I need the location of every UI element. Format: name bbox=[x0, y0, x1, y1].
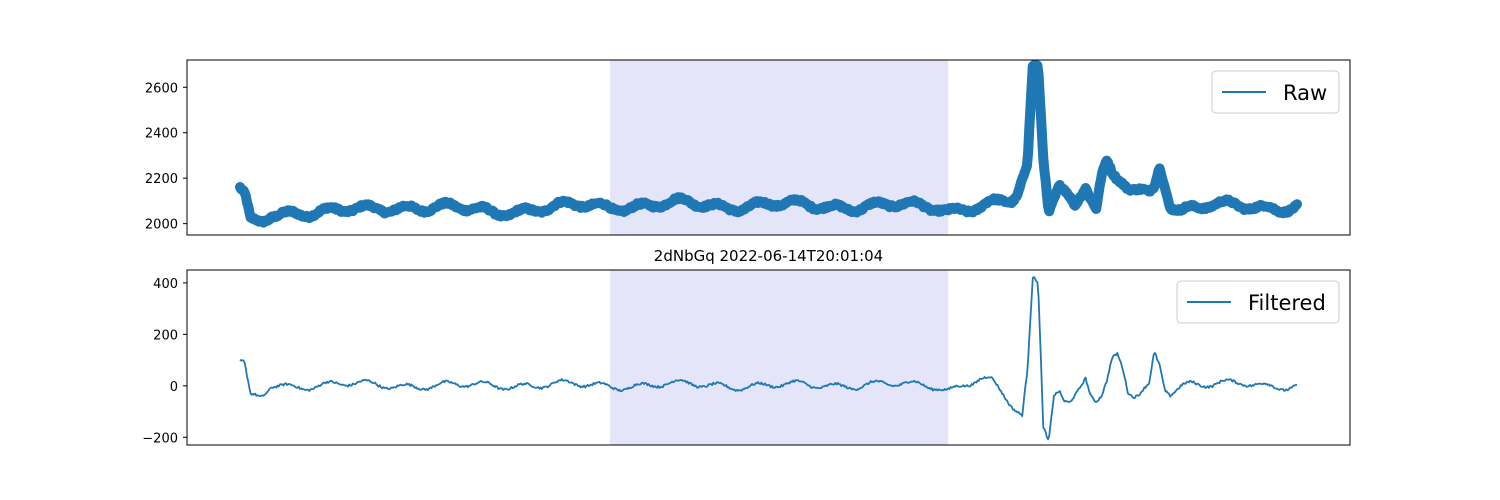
y-tick-label: 400 bbox=[153, 277, 178, 292]
raw-legend-label: Raw bbox=[1283, 81, 1327, 105]
filtered-y-ticks: −200 0 200 400 bbox=[142, 277, 187, 446]
filtered-subplot: 2dNbGq 2022-06-14T20:01:04 −200 0 200 400 F… bbox=[142, 247, 1351, 446]
raw-series bbox=[235, 60, 1302, 228]
raw-axes-frame bbox=[186, 59, 1351, 236]
raw-legend-box bbox=[1211, 70, 1340, 114]
series-line bbox=[239, 276, 1298, 441]
raw-subplot: 2000 2200 2400 2600 Raw bbox=[145, 59, 1351, 236]
filtered-series bbox=[239, 276, 1298, 441]
filtered-highlight-span bbox=[609, 270, 949, 445]
series-line bbox=[239, 64, 1298, 224]
filtered-legend-label: Filtered bbox=[1248, 291, 1326, 315]
filtered-legend-box bbox=[1176, 280, 1340, 324]
filtered-subplot-title: 2dNbGq 2022-06-14T20:01:04 bbox=[654, 247, 883, 265]
y-tick-label: 0 bbox=[170, 380, 178, 395]
filtered-axes-frame bbox=[186, 269, 1351, 446]
y-tick-label: 2600 bbox=[145, 81, 178, 96]
filtered-legend: Filtered bbox=[1176, 280, 1340, 324]
y-tick-label: −200 bbox=[142, 431, 178, 446]
y-tick-label: 200 bbox=[153, 328, 178, 343]
raw-y-ticks: 2000 2200 2400 2600 bbox=[145, 81, 187, 233]
raw-legend: Raw bbox=[1211, 70, 1340, 114]
y-tick-label: 2400 bbox=[145, 127, 178, 142]
y-tick-label: 2000 bbox=[145, 218, 178, 233]
y-tick-label: 2200 bbox=[145, 172, 178, 187]
